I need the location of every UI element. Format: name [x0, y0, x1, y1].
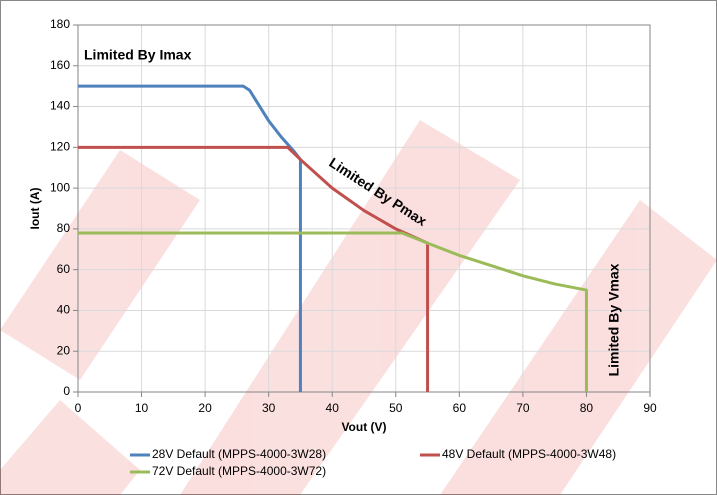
y-tick-label: 160 — [50, 58, 70, 72]
x-tick-label: 90 — [643, 401, 657, 415]
x-tick-label: 60 — [453, 401, 467, 415]
y-axis-label: Iout (A) — [28, 188, 42, 230]
y-tick-label: 40 — [57, 303, 71, 317]
x-tick-label: 0 — [75, 401, 82, 415]
y-tick-label: 120 — [50, 140, 70, 154]
legend-label: 48V Default (MPPS-4000-3W48) — [442, 447, 616, 461]
y-tick-label: 20 — [57, 343, 71, 357]
x-tick-label: 20 — [198, 401, 212, 415]
annotation: Limited By Vmax — [606, 263, 622, 376]
y-tick-label: 80 — [57, 221, 71, 235]
y-tick-label: 0 — [63, 384, 70, 398]
y-tick-label: 60 — [57, 262, 71, 276]
y-tick-label: 140 — [50, 99, 70, 113]
legend-label: 72V Default (MPPS-4000-3W72) — [152, 464, 326, 478]
x-tick-label: 40 — [326, 401, 340, 415]
x-tick-label: 30 — [262, 401, 276, 415]
plot-frame — [77, 24, 651, 393]
x-tick-label: 80 — [580, 401, 594, 415]
legend-label: 28V Default (MPPS-4000-3W28) — [152, 447, 326, 461]
watermark — [0, 120, 717, 495]
y-tick-label: 100 — [50, 180, 70, 194]
x-tick-label: 50 — [389, 401, 403, 415]
annotation: Limited By Imax — [84, 47, 192, 63]
x-tick-label: 10 — [135, 401, 149, 415]
series-line — [78, 231, 588, 392]
x-tick-label: 70 — [516, 401, 530, 415]
y-tick-label: 180 — [50, 17, 70, 31]
x-axis-label: Vout (V) — [341, 420, 386, 434]
